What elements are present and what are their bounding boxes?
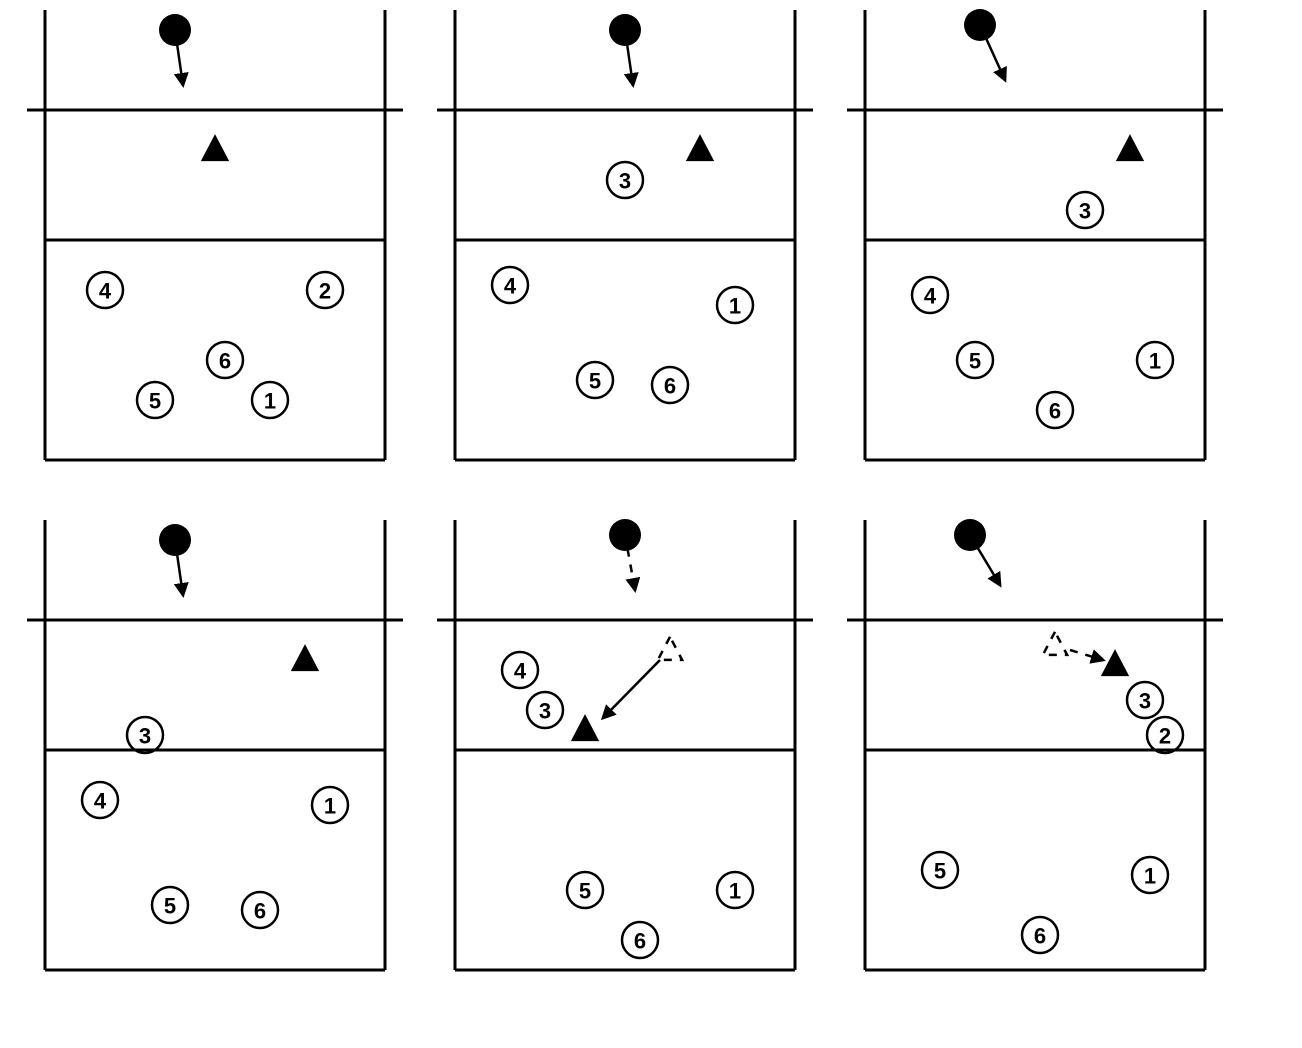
player-number: 6 — [664, 374, 676, 399]
player-marker: 6 — [1022, 917, 1058, 953]
player-number: 6 — [634, 929, 646, 954]
ball-icon — [159, 524, 191, 556]
player-number: 6 — [1049, 399, 1061, 424]
setter-icon — [293, 647, 317, 670]
setter-icon — [203, 137, 227, 160]
ball-arrow — [986, 39, 1005, 80]
player-number: 3 — [619, 169, 631, 194]
player-marker: 1 — [252, 382, 288, 418]
court-panel: 43 5 1 6 — [437, 519, 813, 970]
player-marker: 5 — [922, 852, 958, 888]
player-marker: 2 — [307, 272, 343, 308]
player-number: 4 — [504, 274, 517, 299]
player-number: 1 — [264, 389, 276, 414]
player-marker: 6 — [242, 892, 278, 928]
player-marker: 3 — [1067, 192, 1103, 228]
player-marker: 6 — [207, 342, 243, 378]
ball-icon — [964, 9, 996, 41]
setter-icon — [1118, 137, 1142, 160]
setter-arrow — [1070, 650, 1103, 660]
player-number: 3 — [1079, 199, 1091, 224]
player-marker: 6 — [1037, 392, 1073, 428]
player-number: 6 — [1034, 924, 1046, 949]
player-number: 2 — [319, 279, 331, 304]
player-marker: 2 — [1147, 717, 1183, 753]
ball-icon — [609, 14, 641, 46]
court-panel: 3 4 1 5 6 — [437, 10, 813, 460]
player-number: 3 — [1139, 689, 1151, 714]
player-number: 5 — [969, 349, 981, 374]
player-number: 6 — [254, 899, 266, 924]
player-marker: 5 — [137, 382, 173, 418]
player-marker: 5 — [577, 362, 613, 398]
player-number: 6 — [219, 349, 231, 374]
setter-ghost-icon — [658, 637, 682, 660]
player-number: 4 — [924, 284, 937, 309]
court-panel: 3 4 5 1 6 — [847, 9, 1223, 460]
player-number: 5 — [149, 389, 161, 414]
player-number: 4 — [99, 279, 112, 304]
player-marker: 1 — [312, 787, 348, 823]
player-number: 5 — [164, 894, 176, 919]
player-marker: 3 — [607, 162, 643, 198]
player-number: 4 — [94, 789, 107, 814]
player-marker: 3 — [1127, 682, 1163, 718]
setter-icon — [688, 137, 712, 160]
court-panel: 4 2 6 5 1 — [27, 10, 403, 460]
court-panel: 3 4 1 5 6 — [27, 520, 403, 970]
ball-arrow — [627, 44, 633, 85]
setter-icon — [1103, 652, 1127, 675]
player-marker: 4 — [912, 277, 948, 313]
player-marker: 5 — [152, 887, 188, 923]
ball-arrow — [177, 554, 183, 595]
player-number: 1 — [729, 294, 741, 319]
player-marker: 1 — [717, 872, 753, 908]
player-number: 2 — [1159, 724, 1171, 749]
setter-icon — [573, 717, 597, 740]
player-number: 3 — [539, 699, 551, 724]
player-number: 1 — [324, 794, 336, 819]
setter-ghost-icon — [1043, 632, 1067, 655]
player-marker: 5 — [957, 342, 993, 378]
ball-icon — [159, 14, 191, 46]
player-number: 4 — [514, 659, 527, 684]
player-marker: 6 — [622, 922, 658, 958]
player-number: 1 — [1149, 349, 1161, 374]
ball-arrow — [177, 44, 183, 85]
player-number: 5 — [579, 879, 591, 904]
player-marker: 4 — [502, 652, 538, 688]
player-number: 3 — [139, 724, 151, 749]
player-marker: 3 — [127, 717, 163, 753]
ball-arrow — [978, 548, 1001, 586]
court-panel: 32 5 1 6 — [847, 519, 1223, 970]
player-marker: 4 — [82, 782, 118, 818]
player-marker: 4 — [87, 272, 123, 308]
player-number: 5 — [589, 369, 601, 394]
setter-arrow — [603, 660, 660, 718]
ball-icon — [954, 519, 986, 551]
player-marker: 3 — [527, 692, 563, 728]
player-number: 5 — [934, 859, 946, 884]
ball-icon — [609, 519, 641, 551]
player-number: 1 — [1144, 864, 1156, 889]
player-number: 1 — [729, 879, 741, 904]
player-marker: 4 — [492, 267, 528, 303]
player-marker: 1 — [717, 287, 753, 323]
player-marker: 6 — [652, 367, 688, 403]
player-marker: 1 — [1137, 342, 1173, 378]
ball-arrow — [628, 549, 636, 590]
player-marker: 5 — [567, 872, 603, 908]
player-marker: 1 — [1132, 857, 1168, 893]
